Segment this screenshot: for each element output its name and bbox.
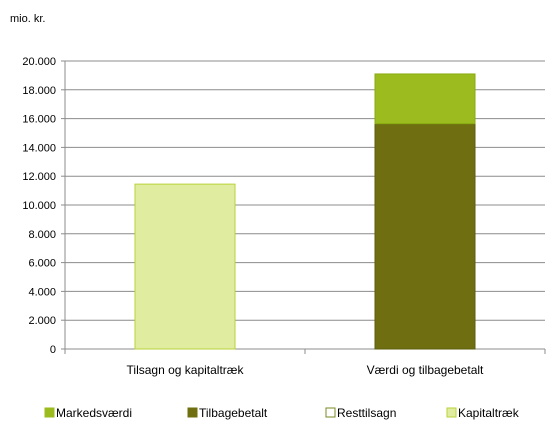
y-tick-label: 18.000 — [22, 85, 56, 97]
y-tick-label: 6.000 — [28, 258, 56, 270]
y-tick-label: 0 — [50, 344, 56, 356]
legend: Markedsværdi Tilbagebetalt Resttilsagn Kapi… — [44, 406, 520, 420]
y-tick-label: 14.000 — [22, 142, 56, 154]
legend-label: Kapitaltræk — [458, 406, 520, 420]
legend-label: Resttilsagn — [337, 406, 396, 420]
bars — [134, 73, 476, 350]
legend-swatch — [187, 407, 198, 418]
y-tick-label: 4.000 — [28, 286, 56, 298]
legend-swatch — [44, 407, 55, 418]
bar-kapitaltræk — [134, 183, 236, 350]
y-tick-label: 12.000 — [22, 171, 56, 183]
y-tick-label: 2.000 — [28, 315, 56, 327]
x-category-label: Værdi og tilbagebetalt — [367, 363, 484, 377]
legend-label: Markedsværdi — [56, 406, 132, 420]
bar-markedsværdi — [374, 73, 476, 125]
y-unit-label: mio. kr. — [10, 13, 45, 25]
axis-labels: 0 2.000 4.000 6.000 8.000 10.000 12.000 14.000 1… — [22, 56, 484, 377]
bar-tilbagebetalt — [374, 123, 476, 350]
legend-swatch — [325, 407, 336, 418]
legend-label: Tilbagebetalt — [199, 406, 268, 420]
legend-swatch — [446, 407, 457, 418]
y-tick-label: 10.000 — [22, 200, 56, 212]
y-tick-label: 16.000 — [22, 114, 56, 126]
x-category-label: Tilsagn og kapitaltræk — [127, 363, 245, 377]
y-tick-label: 20.000 — [22, 56, 56, 68]
y-tick-label: 8.000 — [28, 229, 56, 241]
